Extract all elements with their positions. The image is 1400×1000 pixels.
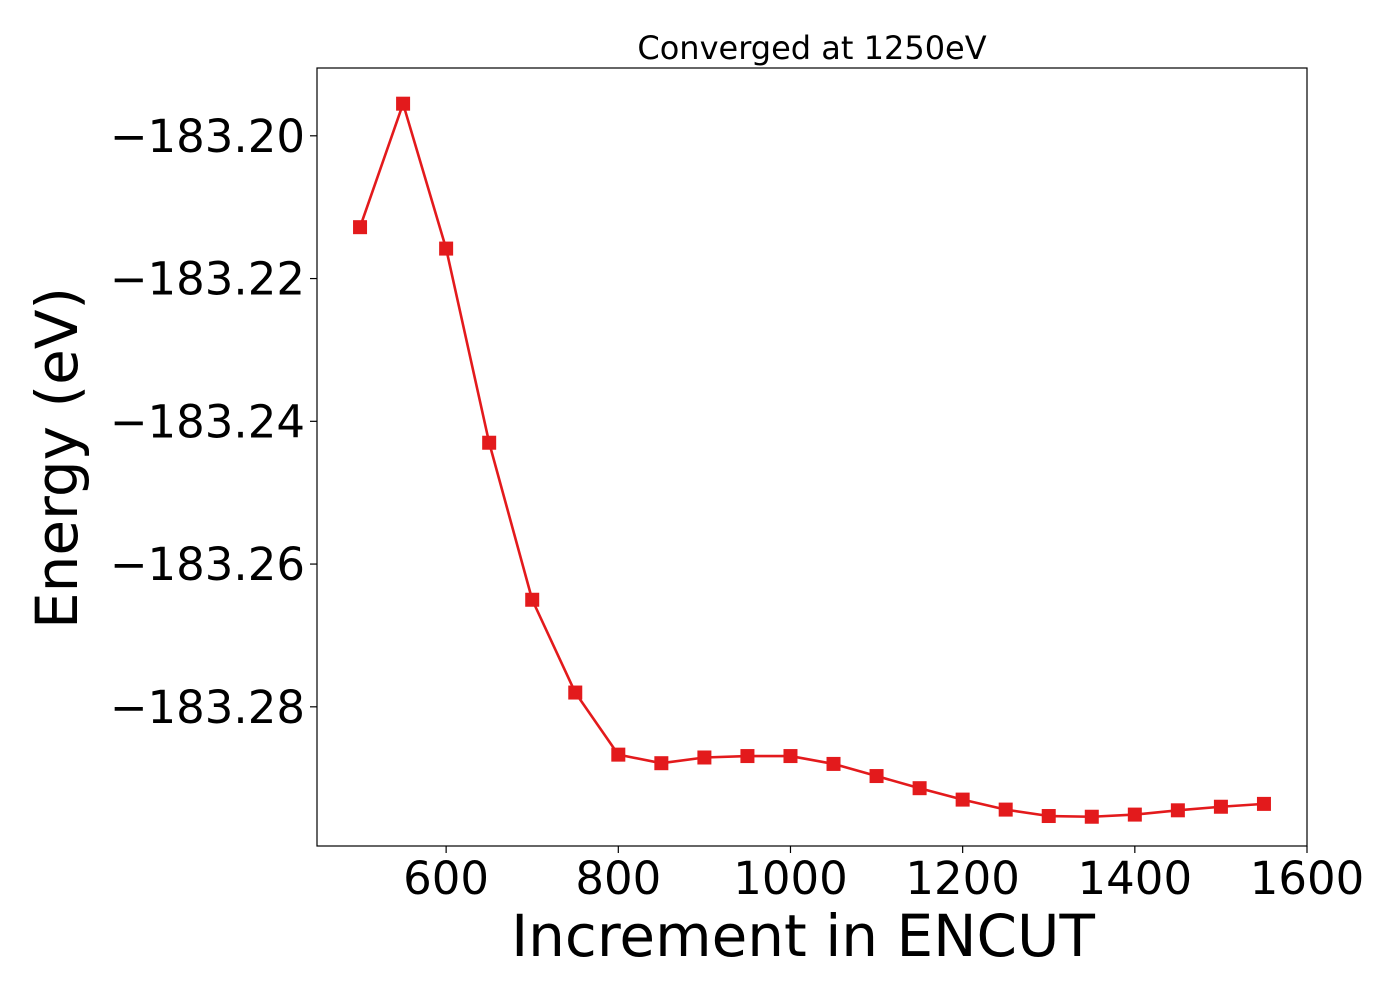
data-point: [740, 749, 755, 764]
x-tick-label: 1000: [733, 852, 848, 905]
x-tick-label: 1400: [1078, 852, 1193, 905]
data-point: [654, 756, 669, 771]
y-axis: −183.20 −183.22 −183.24 −183.26 −183.28: [110, 110, 317, 734]
chart-title: Converged at 1250eV: [637, 29, 986, 67]
x-axis-label: Increment in ENCUT: [511, 902, 1095, 970]
series-line: [358, 102, 1265, 819]
data-point: [998, 802, 1013, 817]
data-point: [1084, 809, 1099, 824]
y-tick-label: −183.28: [110, 681, 305, 734]
data-point: [396, 96, 411, 111]
x-tick-label: 1200: [905, 852, 1020, 905]
y-tick-label: −183.20: [110, 110, 305, 163]
data-point: [611, 747, 626, 762]
data-point: [783, 749, 798, 764]
data-point: [1041, 809, 1056, 824]
data-point: [955, 792, 970, 807]
y-axis-label: Energy (eV): [23, 287, 91, 629]
y-tick-label: −183.24: [110, 395, 305, 448]
data-point: [353, 220, 368, 235]
data-point: [482, 435, 497, 450]
data-series: [353, 96, 1271, 824]
data-point: [1127, 807, 1142, 822]
data-point: [912, 781, 927, 796]
data-point: [697, 750, 712, 765]
x-tick-label: 1600: [1250, 852, 1365, 905]
y-tick-label: −183.26: [110, 538, 305, 591]
data-point: [1213, 799, 1228, 814]
x-axis: 600 800 1000 1200 1400 1600: [403, 846, 1364, 905]
data-point: [869, 769, 884, 784]
y-tick-label: −183.22: [110, 253, 305, 306]
data-point: [1170, 803, 1185, 818]
data-point: [1256, 796, 1271, 811]
data-point: [568, 685, 583, 700]
x-tick-label: 600: [403, 852, 489, 905]
x-tick-label: 800: [575, 852, 661, 905]
data-point: [439, 241, 454, 256]
data-point: [826, 756, 841, 771]
plot-area: [316, 67, 1308, 847]
data-point: [525, 592, 540, 607]
